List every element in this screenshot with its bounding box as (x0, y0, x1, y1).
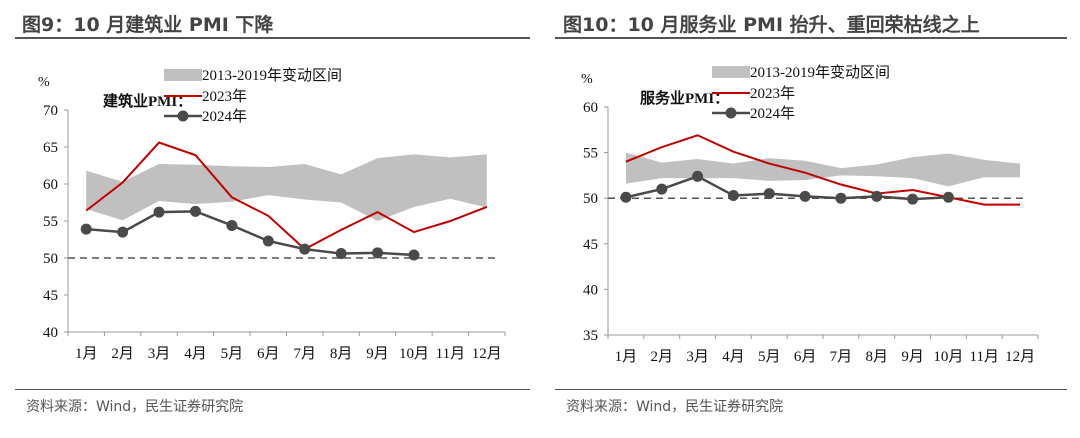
y-axis-unit: % (38, 75, 50, 90)
x-tick-label: 5月 (221, 346, 244, 362)
chart-title-services: 图10：10 月服务业 PMI 抬升、重回荣枯线之上 (563, 14, 980, 36)
legend-band-label: 2013-2019年变动区间 (750, 64, 890, 81)
series-2024-point (262, 235, 274, 247)
series-2024-point (189, 205, 201, 217)
series-2024-point (799, 190, 811, 202)
construction-pmi-chart: 40 45 50 55 60 65 70 1月 2月 3月 4月 5月 6月 7月 8月 9月 10月 11月 12… (38, 67, 506, 362)
y-tick-label: 45 (43, 288, 58, 304)
source-divider (555, 389, 1067, 390)
legend-2023-label: 2023年 (202, 88, 247, 105)
x-tick-label: 6月 (794, 349, 817, 365)
y-tick-label: 65 (43, 140, 58, 156)
series-2024-point (372, 247, 384, 259)
y-tick-label: 55 (583, 146, 598, 162)
legend-2024-label: 2024年 (750, 105, 795, 122)
series-2024-point (656, 183, 668, 195)
x-tick-label: 6月 (257, 346, 280, 362)
x-tick-label: 7月 (830, 349, 853, 365)
legend-band-swatch (712, 66, 750, 78)
y-axis-unit: % (581, 72, 593, 87)
legend-2024-label: 2024年 (202, 108, 247, 125)
x-tick-label: 1月 (75, 346, 98, 362)
y-tick-label: 50 (583, 191, 598, 207)
inner-label: 服务业PMI： (640, 89, 729, 107)
x-tick-label: 1月 (615, 349, 638, 365)
y-tick-label: 45 (583, 237, 598, 253)
title-divider (555, 37, 1067, 39)
y-tick-label: 60 (43, 177, 58, 193)
range-band (625, 152, 1021, 187)
series-2024-point (871, 190, 883, 202)
x-tick-label: 3月 (686, 349, 709, 365)
series-2024-line (625, 174, 949, 201)
y-tick-label: 40 (583, 282, 598, 298)
series-2024-point (907, 193, 919, 205)
series-2024-point (299, 243, 311, 255)
x-tick-label: 9月 (366, 346, 389, 362)
x-tick-label: 2月 (650, 349, 673, 365)
x-tick-label: 10月 (933, 349, 963, 365)
legend-2023-label: 2023年 (750, 85, 795, 102)
source-note: 资料来源：Wind，民生证券研究院 (566, 399, 784, 415)
series-2023-line (625, 134, 1021, 206)
chart-title-construction: 图9：10 月建筑业 PMI 下降 (22, 14, 274, 36)
range-band (86, 154, 487, 221)
legend-2024-marker (725, 107, 737, 119)
legend-band-label: 2013-2019年变动区间 (202, 67, 342, 84)
y-tick-label: 35 (583, 328, 598, 344)
x-tick-label: 3月 (148, 346, 171, 362)
source-divider (15, 389, 530, 390)
x-tick-label: 7月 (293, 346, 316, 362)
x-tick-label: 4月 (722, 349, 745, 365)
series-2023-line (85, 141, 488, 251)
series-2024-point (620, 191, 632, 203)
x-tick-label: 8月 (330, 346, 353, 362)
x-tick-label: 12月 (472, 346, 502, 362)
series-2024-point (226, 219, 238, 231)
y-tick-label: 70 (43, 103, 58, 119)
x-tick-label: 5月 (758, 349, 781, 365)
legend-2024-marker (177, 110, 189, 122)
series-2024-point (335, 248, 347, 260)
y-tick-label: 50 (43, 251, 58, 267)
x-tick-label: 10月 (399, 346, 429, 362)
y-tick-label: 55 (43, 214, 58, 230)
y-tick-label: 60 (583, 100, 598, 116)
x-tick-label: 4月 (184, 346, 207, 362)
x-tick-label: 11月 (436, 346, 465, 362)
series-2024-point (835, 192, 847, 204)
x-tick-label: 8月 (865, 349, 888, 365)
series-2024-point (117, 226, 129, 238)
series-2024-point (408, 249, 420, 261)
series-2024-point (80, 223, 92, 235)
series-2024-point (692, 170, 704, 182)
series-2024-point (763, 188, 775, 200)
series-2024-point (153, 206, 165, 218)
series-2024-point (727, 189, 739, 201)
y-tick-label: 40 (43, 325, 58, 341)
legend-band-swatch (164, 69, 202, 81)
x-tick-label: 2月 (111, 346, 134, 362)
source-note: 资料来源：Wind，民生证券研究院 (26, 399, 244, 415)
series-2024-point (942, 191, 954, 203)
x-tick-label: 9月 (901, 349, 924, 365)
x-tick-label: 11月 (970, 349, 999, 365)
series-2024-line (86, 210, 415, 257)
x-tick-label: 12月 (1005, 349, 1035, 365)
title-divider (15, 37, 530, 39)
